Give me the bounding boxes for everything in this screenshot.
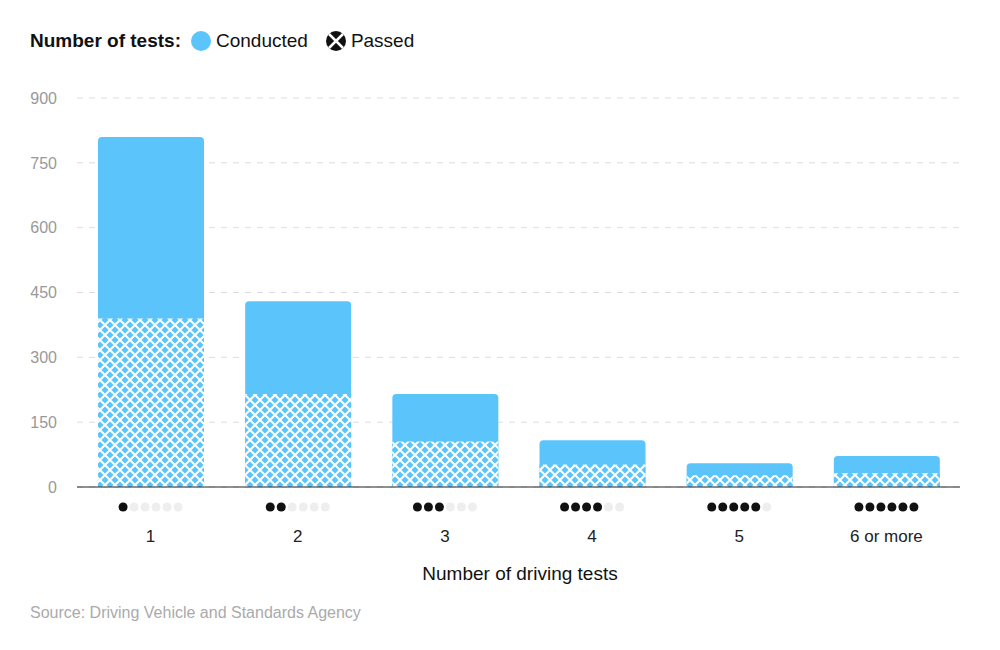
svg-text:4: 4 <box>587 527 596 546</box>
svg-text:2: 2 <box>293 527 302 546</box>
html-text:Conducted: Conducted <box>216 30 308 51</box>
html-text:Number of driving tests: Number of driving tests <box>422 563 618 584</box>
svg-text:5: 5 <box>735 527 744 546</box>
html-text:Source: Driving Vehicle and St: Source: Driving Vehicle and Standards Ag… <box>30 604 361 621</box>
svg-text:300: 300 <box>30 349 57 366</box>
svg-text:750: 750 <box>30 155 57 172</box>
svg-text:900: 900 <box>30 90 57 107</box>
html-text:Passed: Passed <box>350 30 415 51</box>
html-text:Number of tests:: Number of tests: <box>30 30 181 51</box>
svg-text:3: 3 <box>440 527 449 546</box>
svg-text:600: 600 <box>30 219 57 236</box>
svg-text:450: 450 <box>30 284 57 301</box>
svg-text:150: 150 <box>30 414 57 431</box>
svg-text:0: 0 <box>48 479 57 496</box>
svg-text:1: 1 <box>146 527 155 546</box>
svg-text:6 or more: 6 or more <box>850 527 923 546</box>
